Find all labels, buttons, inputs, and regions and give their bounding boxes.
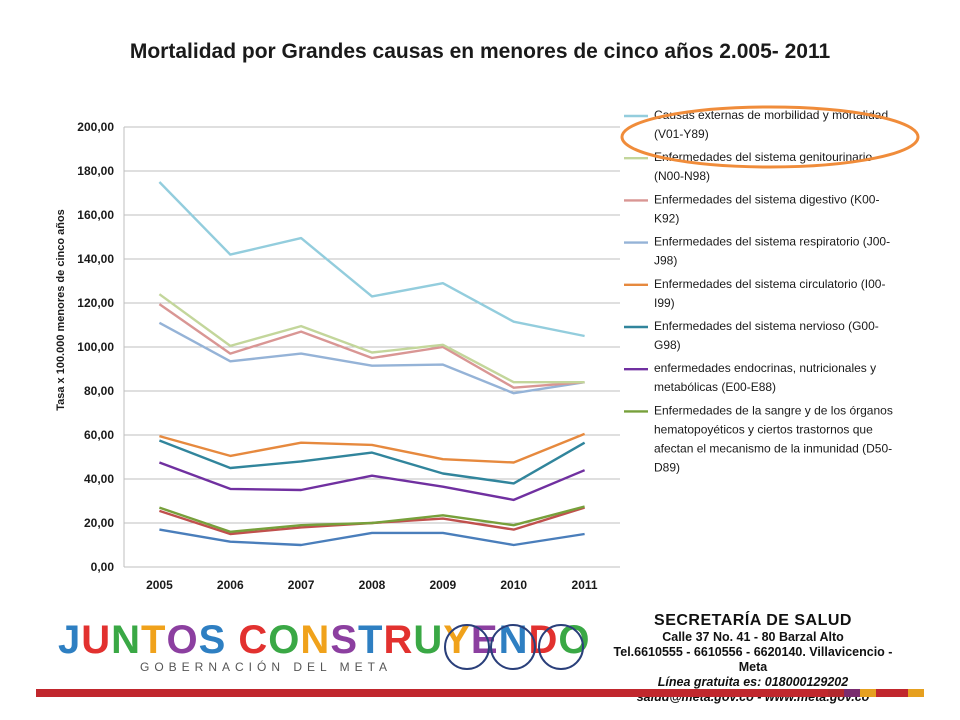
legend-label: Causas externas de morbilidad y mortalid… <box>654 108 888 122</box>
strip-segment <box>844 689 860 697</box>
logo-letter <box>226 618 238 662</box>
highlight-ellipse <box>620 105 920 169</box>
logo-letter: N <box>300 618 331 662</box>
legend-item-3: Enfermedades del sistema respiratorio (J… <box>624 235 890 268</box>
legend-label: Enfermedades del sistema nervioso (G00- <box>654 319 879 333</box>
legend-label: metabólicas (E00-E88) <box>654 380 776 394</box>
strip-segment <box>876 689 892 697</box>
y-tick-label: 40,00 <box>84 472 114 486</box>
x-tick-labels: 2005 2006 2007 2008 2009 2010 2011 <box>146 578 598 592</box>
x-tick-label: 2005 <box>146 578 173 592</box>
series-line <box>158 439 586 485</box>
logo-letter: S <box>330 618 358 662</box>
y-axis-label: Tasa x 100.000 menores de cinco años <box>55 209 67 411</box>
legend-label: K92) <box>654 211 679 225</box>
x-tick-label: 2006 <box>217 578 244 592</box>
logo-subtitle: GOBERNACIÓN DEL META <box>140 660 393 674</box>
series-line <box>158 303 585 389</box>
legend-item-2: Enfermedades del sistema digestivo (K00-… <box>624 192 879 225</box>
legend-label: J98) <box>654 254 677 268</box>
x-tick-label: 2011 <box>572 578 598 592</box>
legend-item-7: Enfermedades de la sangre y de los órgan… <box>624 403 893 474</box>
legend-label: Enfermedades del sistema digestivo (K00- <box>654 192 879 206</box>
footer-color-strip <box>36 689 924 697</box>
legend-item-0: Causas externas de morbilidad y mortalid… <box>624 108 888 141</box>
logo-letter: U <box>81 618 112 662</box>
logo-letter: T <box>141 618 167 662</box>
secretaria-title: SECRETARÍA DE SALUD <box>654 612 852 629</box>
secretaria-address: Calle 37 No. 41 - 80 Barzal Alto <box>662 630 844 644</box>
legend-item-4: Enfermedades del sistema circulatorio (I… <box>624 277 885 310</box>
chart-series-lines <box>158 181 586 547</box>
series-line <box>158 181 585 338</box>
legend-item-5: Enfermedades del sistema nervioso (G00- G… <box>624 319 879 352</box>
legend-label: hematopoyéticos y ciertos trastornos que <box>654 422 873 436</box>
x-tick-label: 2008 <box>359 578 386 592</box>
legend-label: (N00-N98) <box>654 169 710 183</box>
secretaria-hotline: Línea gratuita es: 018000129202 <box>657 675 849 689</box>
legend-label: (V01-Y89) <box>654 127 709 141</box>
series-line <box>159 528 585 547</box>
strip-segment <box>908 689 924 697</box>
y-tick-label: 180,00 <box>77 164 114 178</box>
legend-label: Enfermedades del sistema circulatorio (I… <box>654 277 885 291</box>
y-tick-label: 160,00 <box>77 208 114 222</box>
chart-legend: Causas externas de morbilidad y mortalid… <box>624 108 893 474</box>
series-line <box>158 461 586 502</box>
series-line <box>158 293 585 384</box>
chart-gridlines <box>123 126 620 568</box>
legend-item-6: enfermedades endocrinas, nutricionales y… <box>624 361 876 394</box>
slide-title: Mortalidad por Grandes causas en menores… <box>129 40 831 63</box>
series-line <box>159 432 586 464</box>
strip-segment <box>860 689 876 697</box>
secretaria-phone: Tel.6610555 - 6610556 - 6620140. Villavi… <box>613 645 893 674</box>
legend-label: enfermedades endocrinas, nutricionales y <box>654 361 876 375</box>
y-tick-labels: 0,00 20,00 40,00 60,00 80,00 100,00 120,00 140,… <box>77 120 114 574</box>
legend-label: I99) <box>654 296 675 310</box>
legend-label: Enfermedades de la sangre y de los órgan… <box>654 403 893 417</box>
legend-label: D89) <box>654 460 680 474</box>
logo-letter: S <box>198 618 227 662</box>
logo-letter: N <box>111 618 142 662</box>
y-tick-label: 20,00 <box>84 516 114 530</box>
y-tick-label: 120,00 <box>77 296 114 310</box>
legend-label: afectan el mecanismo de la inmunidad (D5… <box>654 441 892 455</box>
logo-letter: O <box>268 618 301 662</box>
strip-segment <box>828 689 844 697</box>
y-tick-label: 200,00 <box>77 120 114 134</box>
series-line <box>158 321 585 395</box>
logo-letter: O <box>166 618 199 662</box>
y-tick-label: 60,00 <box>84 428 114 442</box>
y-tick-label: 140,00 <box>77 252 114 266</box>
legend-label: G98) <box>654 338 681 352</box>
y-tick-label: 100,00 <box>77 340 114 354</box>
gobernacion-seal-icon <box>444 624 490 670</box>
x-tick-label: 2007 <box>288 578 315 592</box>
logo-letter: C <box>238 618 269 662</box>
logo-letter: T <box>358 618 384 662</box>
series-line <box>159 505 585 533</box>
icontec-certification-icon <box>490 624 536 670</box>
legend-item-1: Enfermedades del sistema genitourinario (… <box>624 150 872 183</box>
logo-letter: U <box>413 618 444 662</box>
y-tick-label: 80,00 <box>84 384 114 398</box>
logo-letter: J <box>58 618 82 662</box>
iqnet-certification-icon <box>538 624 584 670</box>
strip-segment <box>892 689 908 697</box>
logo-letter: R <box>383 618 414 662</box>
legend-label: Enfermedades del sistema genitourinario <box>654 150 872 164</box>
x-tick-label: 2010 <box>500 578 527 592</box>
x-tick-label: 2009 <box>430 578 457 592</box>
legend-label: Enfermedades del sistema respiratorio (J… <box>654 235 890 249</box>
y-tick-label: 0,00 <box>91 560 115 574</box>
